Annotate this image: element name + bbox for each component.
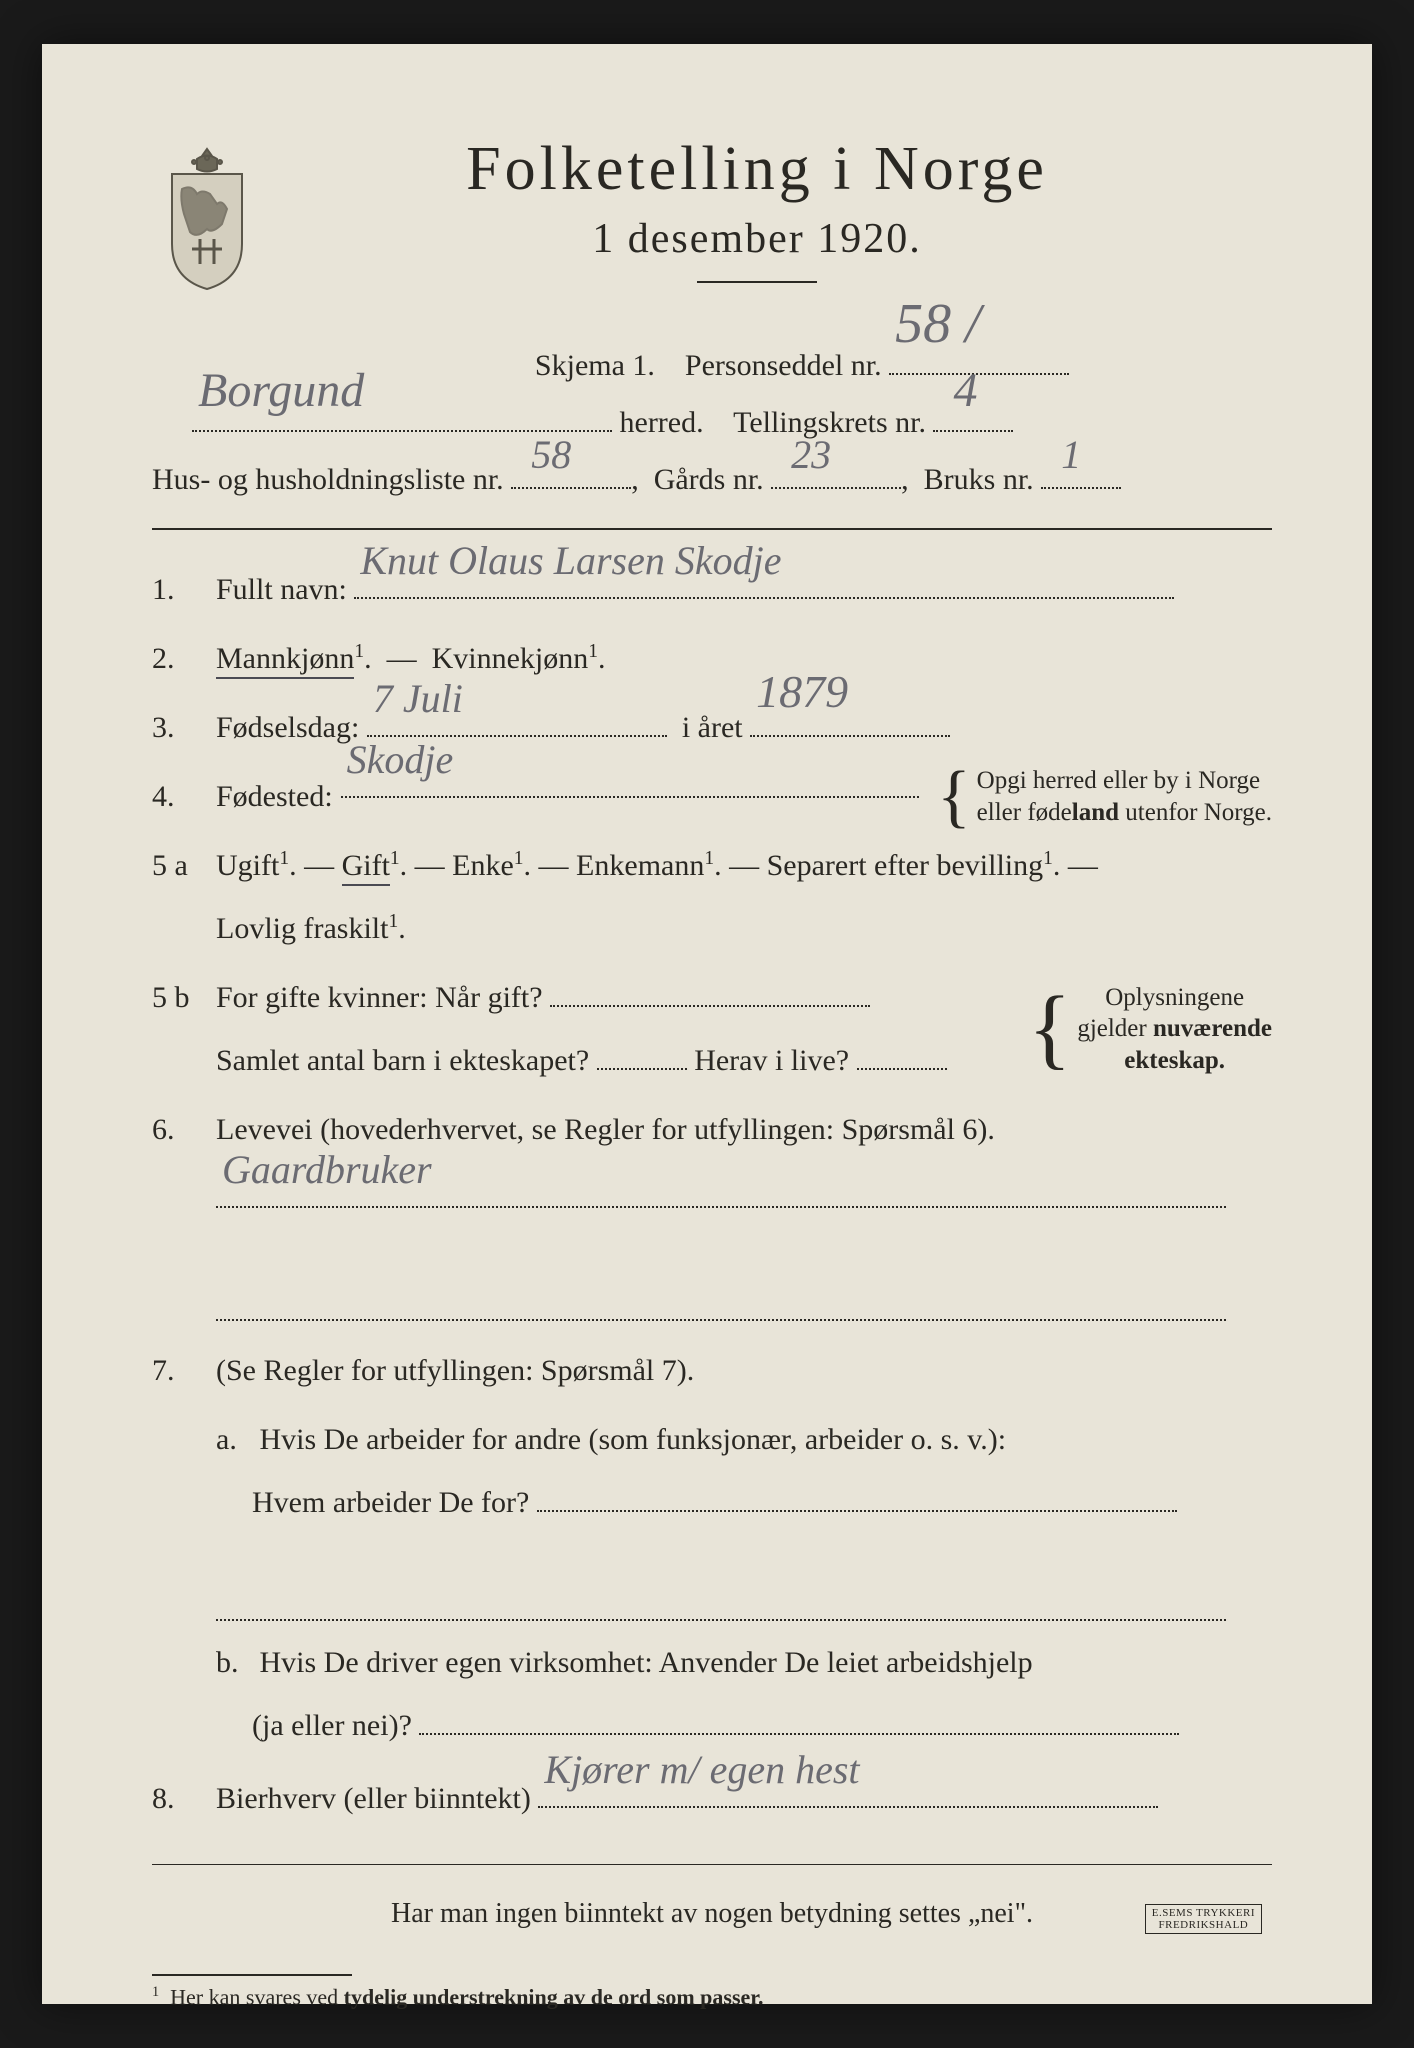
main-title: Folketelling i Norge [242,134,1272,205]
q5a-enke: Enke [452,849,514,882]
q7b-l1: Hvis De driver egen virksomhet: Anvender… [260,1646,1033,1679]
meta-block: Skjema 1. Personseddel nr. 58 / Borgund … [192,337,1252,508]
q4-label: Fødested: [216,765,333,828]
q5b-num: 5 b [152,966,216,1029]
q7-text: (Se Regler for utfyllingen: Spørsmål 7). [216,1339,1272,1402]
q3: 3. Fødselsdag: 7 Juli i året 1879 [152,696,1272,759]
q1: 1. Fullt navn: Knut Olaus Larsen Skodje [152,558,1272,621]
q7a-letter: a. [216,1408,252,1471]
q3-label: Fødselsdag: [216,711,359,744]
q2-num: 2. [152,627,216,690]
herred-label: herred. [620,406,704,439]
footnote: 1 Her kan svares ved tydelig understrekn… [152,1984,1272,2010]
q5b-l2a: Samlet antal barn i ekteskapet? [216,1044,589,1077]
q7: 7. (Se Regler for utfyllingen: Spørsmål … [152,1339,1272,1402]
q4-num: 4. [152,765,216,828]
thin-divider [152,1864,1272,1865]
q6-value: Gaardbruker [222,1128,432,1212]
q8-num: 8. [152,1767,216,1830]
q5b: 5 b For gifte kvinner: Når gift? Samlet … [152,966,1272,1092]
q7a-l1: Hvis De arbeider for andre (som funksjon… [260,1423,1007,1456]
q5a-separert: Separert efter bevilling [767,849,1044,882]
q1-value: Knut Olaus Larsen Skodje [360,519,781,603]
q8-label: Bierhverv (eller biinntekt) [216,1782,531,1815]
q6-num: 6. [152,1098,216,1161]
q5b-l1: For gifte kvinner: Når gift? [216,981,543,1014]
gards-value: 23 [791,417,831,493]
q4-value: Skodje [347,718,454,802]
header: Folketelling i Norge 1 desember 1920. [152,134,1272,307]
q5a-gift: Gift [342,849,390,886]
q7b-l2: (ja eller nei)? [252,1709,412,1742]
herred-value: Borgund [198,345,364,436]
q7a-l2: Hvem arbeider De for? [252,1486,529,1519]
husliste-label: Hus- og husholdningsliste nr. [152,463,504,496]
subtitle: 1 desember 1920. [242,215,1272,263]
personseddel-label: Personseddel nr. [685,349,882,382]
q5a-ugift: Ugift [216,849,279,882]
q5a-enkemann: Enkemann [576,849,704,882]
bruks-label: Bruks nr. [924,463,1034,496]
q3-num: 3. [152,696,216,759]
q5a-lovlig: Lovlig fraskilt [216,912,388,945]
q5b-note: { Oplysningene gjelder nuværende ekteska… [1028,982,1272,1076]
q3-year: 1879 [756,644,848,741]
q3-mid: i året [682,711,743,744]
printer-mark: E.SEMS TRYKKERI FREDRIKSHALD [1145,1904,1262,1934]
q5b-l2b: Herav i live? [694,1044,849,1077]
tellingskrets-value: 4 [953,345,977,436]
title-rule [697,281,817,283]
q4-note: { Opgi herred eller by i Norge eller fød… [937,765,1272,828]
q7a: a. Hvis De arbeider for andre (som funks… [216,1408,1272,1534]
q2: 2. Mannkjønn1. — Kvinnekjønn1. [152,627,1272,690]
footnote-rule [152,1974,352,1976]
q7-num: 7. [152,1339,216,1402]
questions: 1. Fullt navn: Knut Olaus Larsen Skodje … [152,558,1272,1944]
q5a-num: 5 a [152,834,216,897]
husliste-value: 58 [531,417,571,493]
q5a: 5 a Ugift1. — Gift1. — Enke1. — Enkemann… [152,834,1272,960]
q4: 4. Fødested: Skodje { Opgi herred eller … [152,765,1272,828]
form-label: Skjema 1. [535,349,655,382]
q8: 8. Bierhverv (eller biinntekt) Kjører m/… [152,1767,1272,1830]
q1-num: 1. [152,558,216,621]
closing-note: Har man ingen biinntekt av nogen betydni… [152,1885,1272,1944]
q7b-letter: b. [216,1631,252,1694]
q2-mann: Mannkjønn [216,642,354,679]
census-form-page: Folketelling i Norge 1 desember 1920. Sk… [42,44,1372,2004]
q1-label: Fullt navn: [216,573,347,606]
title-block: Folketelling i Norge 1 desember 1920. [242,134,1272,307]
bruks-value: 1 [1061,417,1081,493]
gards-label: Gårds nr. [654,463,764,496]
q8-value: Kjører m/ egen hest [544,1728,859,1812]
